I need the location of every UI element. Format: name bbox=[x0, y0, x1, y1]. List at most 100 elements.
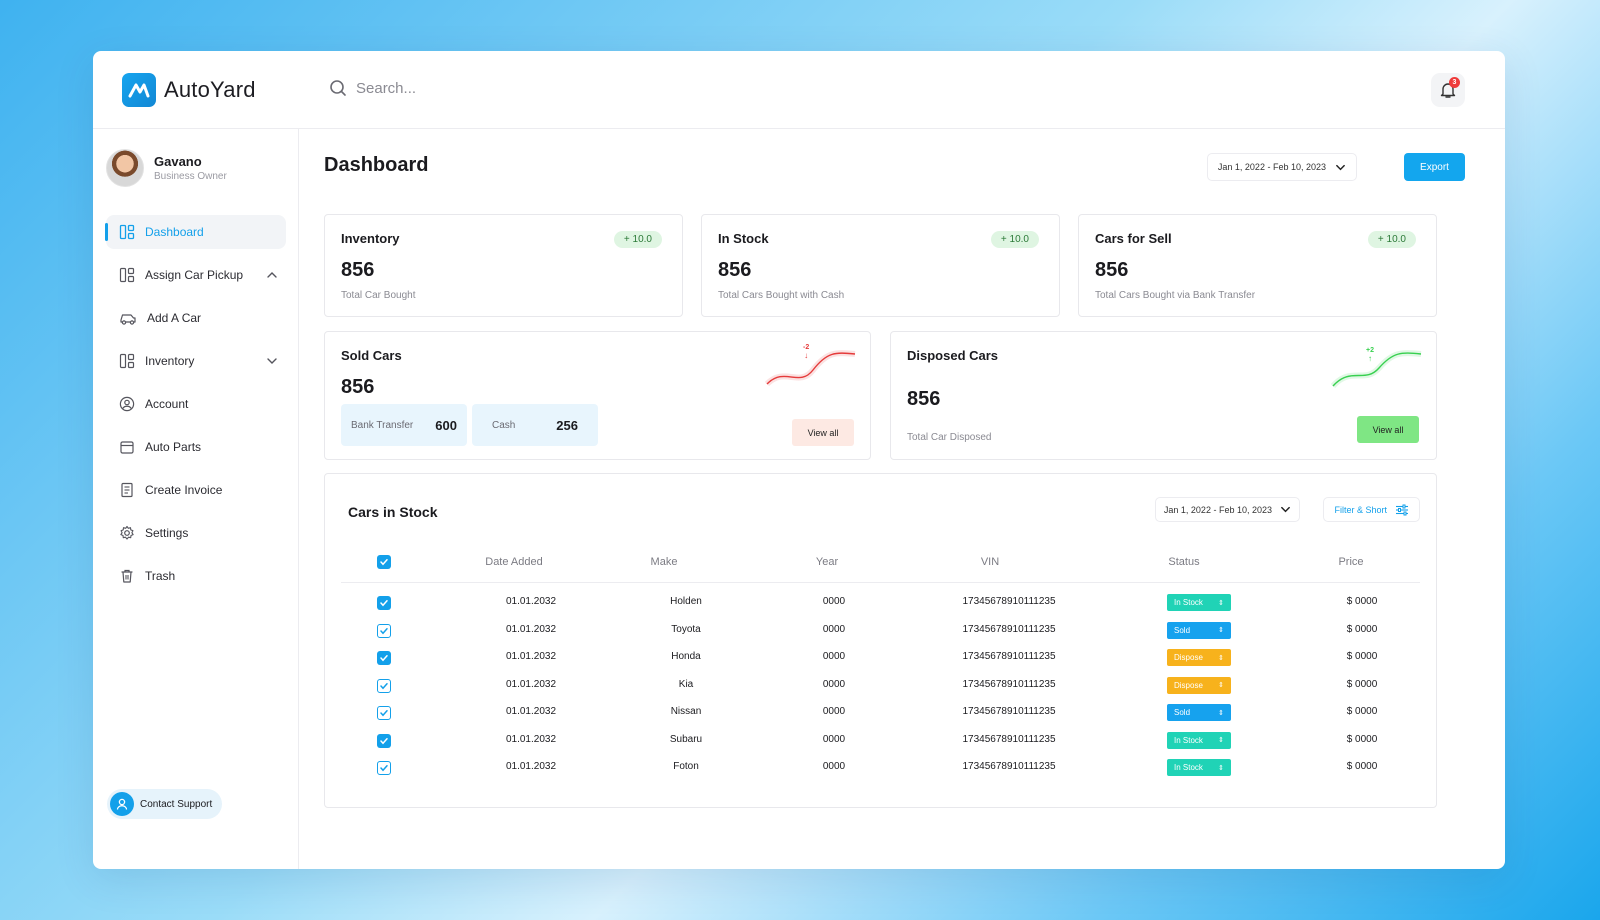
column-header-vin[interactable]: VIN bbox=[980, 556, 1000, 568]
contact-support-button[interactable]: Contact Support bbox=[107, 789, 223, 819]
search-input[interactable] bbox=[356, 79, 656, 97]
select-all-checkbox[interactable] bbox=[377, 555, 391, 569]
cash-box: Cash 256 bbox=[472, 404, 598, 446]
status-label: In Stock bbox=[1174, 598, 1203, 607]
column-header-year[interactable]: Year bbox=[815, 556, 839, 568]
date-range-picker[interactable]: Jan 1, 2022 - Feb 10, 2023 bbox=[1206, 153, 1357, 181]
arrow-down-icon: ↓ bbox=[804, 351, 809, 360]
select-arrows-icon: ⇕ bbox=[1218, 654, 1224, 662]
table-row[interactable]: 01.01.2032 Foton 0000 17345678910111235 In S… bbox=[325, 758, 1436, 778]
filter-sort-button[interactable]: Filter & Short bbox=[1323, 497, 1420, 522]
sidebar: Gavano Business Owner Dashboard Assign C… bbox=[93, 129, 299, 869]
cell-date-added: 01.01.2032 bbox=[505, 733, 557, 745]
cell-date-added: 01.01.2032 bbox=[505, 678, 557, 690]
sold-trend-sparkline bbox=[765, 350, 856, 387]
user-role: Business Owner bbox=[154, 171, 227, 182]
select-arrows-icon: ⇕ bbox=[1218, 682, 1224, 689]
cell-year: 0000 bbox=[822, 596, 846, 607]
row-checkbox[interactable] bbox=[377, 623, 391, 638]
chevron-down-icon bbox=[1336, 164, 1345, 170]
status-label: Dispose bbox=[1174, 653, 1203, 662]
sidebar-item-add-a-car[interactable]: Add A Car bbox=[106, 301, 286, 335]
cell-date-added: 01.01.2032 bbox=[505, 596, 557, 607]
status-select[interactable]: Dispose ⇕ bbox=[1167, 649, 1231, 666]
cash-value: 256 bbox=[556, 417, 578, 433]
cell-date-added: 01.01.2032 bbox=[505, 761, 557, 772]
notifications-button[interactable]: 3 bbox=[1431, 73, 1465, 107]
status-select[interactable]: In Stock ⇕ bbox=[1167, 731, 1231, 749]
trash-icon bbox=[121, 569, 133, 583]
stat-value: 856 bbox=[718, 259, 752, 281]
app-logo[interactable]: AutoYard bbox=[122, 73, 256, 107]
sidebar-item-trash[interactable]: Trash bbox=[106, 559, 286, 593]
stat-title: Cars for Sell bbox=[1095, 231, 1172, 246]
chevron-down-icon[interactable] bbox=[266, 355, 278, 367]
header-divider bbox=[341, 582, 1420, 583]
sidebar-item-account[interactable]: Account bbox=[106, 387, 286, 421]
row-checkbox[interactable] bbox=[377, 733, 391, 748]
table-row[interactable]: 01.01.2032 Kia 0000 17345678910111235 Dispos… bbox=[325, 676, 1436, 696]
status-select[interactable]: In Stock ⇕ bbox=[1167, 594, 1231, 611]
table-date-range-picker[interactable]: Jan 1, 2022 - Feb 10, 2023 bbox=[1154, 497, 1300, 522]
status-select[interactable]: Sold ⇕ bbox=[1167, 704, 1231, 721]
sidebar-item-create-invoice[interactable]: Create Invoice bbox=[106, 473, 286, 507]
status-select[interactable]: Dispose ⇕ bbox=[1167, 676, 1231, 694]
sold-view-all-button[interactable]: View all bbox=[792, 419, 854, 446]
sidebar-item-inventory[interactable]: Inventory bbox=[106, 344, 286, 378]
user-name: Gavano bbox=[154, 154, 202, 169]
disposed-cars-card: Disposed Cars 856 Total Car Disposed +2 … bbox=[890, 331, 1437, 460]
gear-icon bbox=[120, 525, 134, 540]
logo-icon bbox=[122, 73, 156, 107]
select-arrows-icon: ⇕ bbox=[1218, 627, 1224, 634]
sold-trend-indicator: -2 ↓ bbox=[803, 344, 809, 360]
row-checkbox[interactable] bbox=[377, 706, 391, 720]
column-header-make[interactable]: Make bbox=[650, 556, 678, 568]
search-icon bbox=[330, 80, 346, 96]
table-row[interactable]: 01.01.2032 Toyota 0000 17345678910111235 Sol… bbox=[325, 621, 1436, 641]
sidebar-item-auto-parts[interactable]: Auto Parts bbox=[106, 430, 286, 464]
stat-card-inventory: Inventory + 10.0 856 Total Car Bought bbox=[324, 214, 683, 317]
sidebar-nav: Dashboard Assign Car Pickup Add A Car In… bbox=[105, 215, 286, 602]
column-header-status[interactable]: Status bbox=[1168, 556, 1200, 568]
row-checkbox[interactable] bbox=[377, 761, 391, 775]
row-checkbox[interactable] bbox=[377, 596, 391, 610]
cell-year: 0000 bbox=[822, 623, 846, 635]
stat-change-badge: + 10.0 bbox=[1367, 231, 1416, 248]
disposed-view-all-button[interactable]: View all bbox=[1357, 416, 1419, 443]
table-row[interactable]: 01.01.2032 Honda 0000 17345678910111235 Disp… bbox=[325, 648, 1436, 668]
user-profile[interactable]: Gavano Business Owner bbox=[106, 149, 227, 187]
dashboard-icon bbox=[119, 224, 135, 240]
contact-support-label: Contact Support bbox=[140, 798, 213, 810]
status-select[interactable]: Sold ⇕ bbox=[1167, 621, 1231, 639]
chevron-up-icon[interactable] bbox=[266, 269, 278, 281]
row-checkbox[interactable] bbox=[377, 678, 391, 693]
sidebar-item-settings[interactable]: Settings bbox=[106, 516, 286, 550]
cell-make: Toyota bbox=[671, 623, 701, 635]
disposed-trend-value: +2 bbox=[1366, 347, 1374, 354]
top-bar: AutoYard 3 bbox=[93, 51, 1505, 129]
column-header-date-added[interactable]: Date Added bbox=[485, 556, 543, 568]
cell-year: 0000 bbox=[822, 761, 846, 772]
bank-transfer-box: Bank Transfer 600 bbox=[341, 404, 467, 446]
status-select[interactable]: In Stock ⇕ bbox=[1167, 759, 1231, 776]
cell-vin: 17345678910111235 bbox=[962, 623, 1056, 635]
table-row[interactable]: 01.01.2032 Nissan 0000 17345678910111235 Sol… bbox=[325, 703, 1436, 723]
select-arrows-icon: ⇕ bbox=[1218, 709, 1224, 717]
cell-price: $ 0000 bbox=[1346, 651, 1378, 662]
cell-vin: 17345678910111235 bbox=[962, 761, 1056, 772]
export-button[interactable]: Export bbox=[1404, 153, 1465, 181]
row-checkbox[interactable] bbox=[377, 651, 391, 665]
cell-make: Foton bbox=[673, 761, 699, 772]
cell-price: $ 0000 bbox=[1346, 623, 1378, 635]
app-name: AutoYard bbox=[164, 77, 256, 102]
status-label: Sold bbox=[1174, 708, 1191, 717]
table-row[interactable]: 01.01.2032 Subaru 0000 17345678910111235 In … bbox=[325, 731, 1436, 751]
select-arrows-icon: ⇕ bbox=[1218, 737, 1224, 744]
status-label: Sold bbox=[1174, 625, 1191, 635]
sidebar-item-dashboard[interactable]: Dashboard bbox=[105, 215, 286, 249]
column-header-price[interactable]: Price bbox=[1338, 556, 1364, 568]
sidebar-item-label: Assign Car Pickup bbox=[145, 268, 244, 282]
sidebar-item-assign-car-pickup[interactable]: Assign Car Pickup bbox=[106, 258, 286, 292]
table-row[interactable]: 01.01.2032 Holden 0000 17345678910111235 In … bbox=[325, 593, 1436, 613]
avatar bbox=[106, 149, 144, 187]
